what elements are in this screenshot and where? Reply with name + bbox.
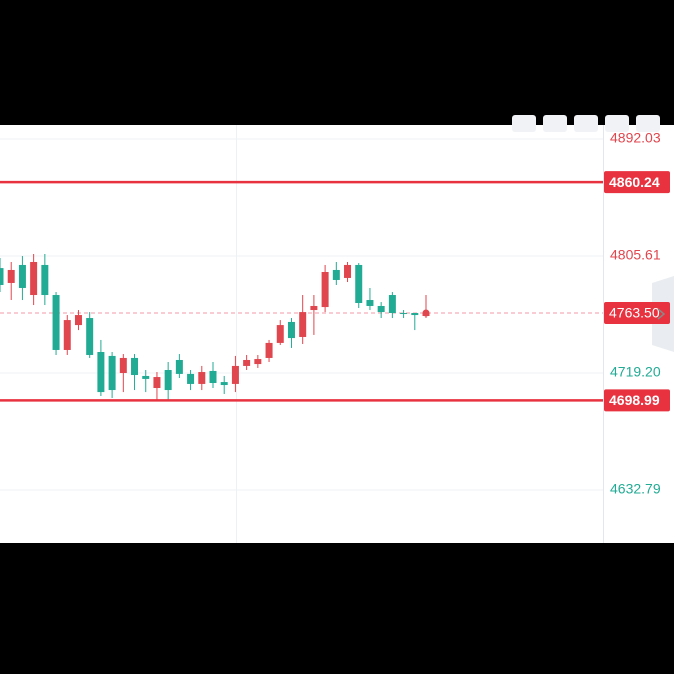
candle-body <box>310 305 318 311</box>
candle-body <box>344 264 352 278</box>
candle-body <box>74 315 82 326</box>
candle-body <box>198 372 206 384</box>
chart-background <box>0 125 674 543</box>
scroll-arrow <box>657 308 666 320</box>
candle-body <box>187 373 195 384</box>
candle-body <box>0 268 4 285</box>
candle-body <box>332 269 340 280</box>
y-tick-label: 4632.79 <box>610 481 661 497</box>
candle-body <box>119 357 127 373</box>
candle-body <box>377 305 385 313</box>
candle-body <box>52 295 60 350</box>
toolbar-button[interactable] <box>512 115 536 132</box>
last-price-box <box>604 302 670 325</box>
candle-body <box>209 370 217 384</box>
y-tick-label: 4892.03 <box>610 130 661 146</box>
level-label: 4860.24 <box>609 174 660 190</box>
candle-body <box>164 370 172 391</box>
toolbar-button[interactable] <box>636 115 660 132</box>
candle-body <box>243 359 251 366</box>
candle-body <box>142 375 150 379</box>
candle-body <box>153 377 161 389</box>
candle-body <box>287 321 295 339</box>
candle-body <box>108 355 116 391</box>
candle-body <box>131 357 139 376</box>
candle-body <box>220 382 228 386</box>
level-label-box <box>604 389 670 412</box>
candle-body <box>400 313 408 315</box>
last-price-dot <box>422 309 430 317</box>
candle-body <box>86 318 94 355</box>
toolbar-button[interactable] <box>574 115 598 132</box>
candle-body <box>175 359 183 374</box>
y-tick-label: 4805.61 <box>610 247 661 263</box>
toolbar-button[interactable] <box>605 115 629 132</box>
candle-body <box>63 320 71 350</box>
candle-body <box>411 313 419 316</box>
price-axis: 4892.03 4805.61 4719.20 4632.79 4860.24 4698.… <box>604 130 670 497</box>
plot-area <box>0 138 603 491</box>
candle-body <box>299 312 307 337</box>
candle-body <box>276 325 284 343</box>
toolbar <box>512 115 660 132</box>
candle-body <box>41 264 49 296</box>
candle-body <box>7 269 15 283</box>
candle-body <box>388 295 396 314</box>
candle-body <box>265 342 273 358</box>
candle-body <box>231 365 239 384</box>
candle-body <box>18 264 26 288</box>
toolbar-button[interactable] <box>543 115 567 132</box>
candle-body <box>355 264 363 304</box>
candle-body <box>30 261 38 296</box>
candle-body <box>321 272 329 308</box>
level-label: 4698.99 <box>609 392 660 408</box>
candle-body <box>97 352 105 393</box>
last-price-label: 4763.50 <box>609 305 660 321</box>
candle-body <box>254 359 262 365</box>
candle-body <box>366 300 374 306</box>
level-label-box <box>604 171 670 194</box>
y-tick-label: 4719.20 <box>610 364 661 380</box>
